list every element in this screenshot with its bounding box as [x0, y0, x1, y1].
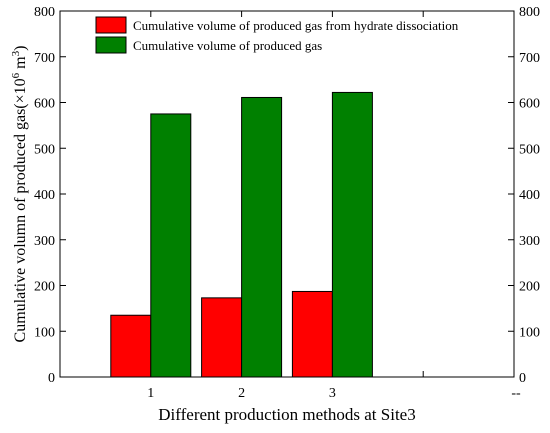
y-tick-label-left: 700 — [34, 51, 55, 66]
y-axis-label-unit-suffix: ) — [12, 46, 29, 51]
y-tick-label-left: 300 — [34, 234, 55, 249]
bar-hydrate-dissociation-3 — [291, 290, 333, 378]
y-axis-label: Cumulative volumn of produced gas(×106 m… — [10, 46, 29, 343]
legend-swatch-produced-gas — [95, 36, 127, 54]
y-tick-label-left: 500 — [34, 142, 55, 157]
y-tick-label-left: 0 — [48, 371, 55, 386]
legend-label-hydrate-dissociation: Cumulative volume of produced gas from h… — [133, 18, 459, 33]
bar-produced-gas-3 — [331, 91, 373, 378]
y-tick-label-right: 0 — [519, 371, 526, 386]
y-tick-label-left: 400 — [34, 188, 55, 203]
left-y-axis: 0 100 200 300 400 500 600 700 800 — [34, 5, 66, 386]
y-tick-label-right: 100 — [519, 325, 540, 340]
x-tick-label: 3 — [329, 386, 336, 401]
y-tick-label-right: 400 — [519, 188, 540, 203]
y-tick-label-left: 200 — [34, 280, 55, 295]
legend-swatch-hydrate-dissociation — [95, 16, 127, 34]
y-axis-label-text: Cumulative volumn of produced gas — [12, 109, 29, 343]
y-tick-label-left: 600 — [34, 97, 55, 112]
y-tick-label-right: 200 — [519, 280, 540, 295]
legend: Cumulative volume of produced gas from h… — [95, 16, 459, 54]
y-tick-label-right: 500 — [519, 142, 540, 157]
bar-produced-gas-2 — [241, 96, 283, 378]
y-tick-label-left: 100 — [34, 325, 55, 340]
y-axis-label-unit-mid: m — [12, 56, 29, 73]
bar-hydrate-dissociation-2 — [201, 297, 243, 378]
bar-hydrate-dissociation-1 — [110, 314, 152, 378]
x-tick-label: 2 — [238, 386, 245, 401]
x-tick-label-extra: -- — [511, 386, 521, 401]
bar-produced-gas-1 — [150, 113, 192, 378]
y-axis-label-unit-exp2: 3 — [10, 50, 22, 56]
x-tick-label: 1 — [147, 386, 154, 401]
bars — [110, 91, 373, 378]
x-axis-label: Different production methods at Site3 — [158, 405, 415, 424]
y-tick-label-right: 800 — [519, 5, 540, 20]
y-tick-label-right: 700 — [519, 51, 540, 66]
legend-label-produced-gas: Cumulative volume of produced gas — [133, 38, 322, 53]
y-tick-label-right: 600 — [519, 97, 540, 112]
y-axis-label-unit-exp1: 6 — [10, 72, 22, 78]
y-axis-label-unit-prefix: (×10 — [12, 78, 29, 108]
right-y-axis: 0 100 200 300 400 500 600 700 800 — [508, 5, 540, 386]
y-tick-label-right: 300 — [519, 234, 540, 249]
y-tick-label-left: 800 — [34, 5, 55, 20]
